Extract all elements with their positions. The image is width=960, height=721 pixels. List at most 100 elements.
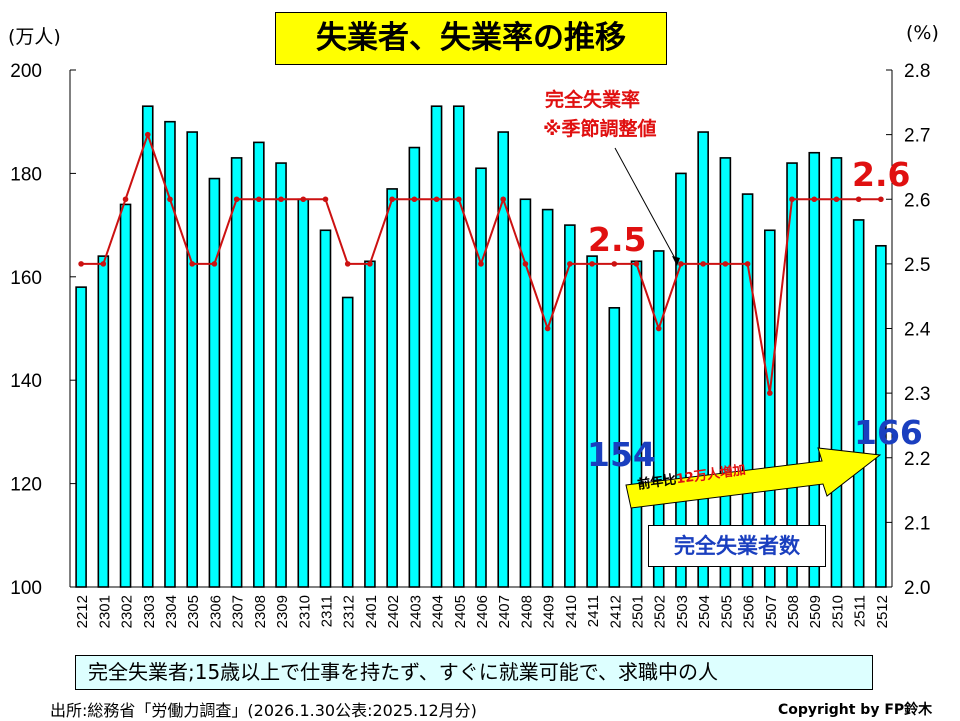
bar-2303 bbox=[141, 105, 154, 588]
right-tick-label: 2.1 bbox=[904, 513, 930, 534]
bar-2310 bbox=[297, 198, 310, 588]
bar-2212 bbox=[75, 286, 87, 588]
x-tick-label: 2512 bbox=[874, 595, 891, 628]
x-tick-label: 2506 bbox=[741, 595, 758, 628]
callout-rate-latest: 2.6 bbox=[852, 155, 911, 194]
rate-point-2306 bbox=[211, 261, 218, 267]
left-tick-label: 120 bbox=[10, 475, 42, 496]
bar-2409 bbox=[541, 208, 554, 588]
x-tick-label: 2411 bbox=[585, 595, 602, 627]
rate-point-2212 bbox=[78, 261, 84, 267]
x-tick-label: 2509 bbox=[807, 595, 824, 628]
bar-2302 bbox=[119, 203, 132, 588]
callout-count-latest: 166 bbox=[854, 413, 923, 452]
x-tick-label: 2312 bbox=[341, 595, 358, 628]
bar-2510 bbox=[830, 157, 843, 588]
bar-2511 bbox=[852, 219, 865, 588]
x-tick-label: 2403 bbox=[407, 595, 424, 628]
rate-point-2402 bbox=[389, 196, 395, 203]
bar-2403 bbox=[408, 146, 421, 588]
right-axis-unit: (%) bbox=[906, 22, 939, 44]
x-tick-label: 2311 bbox=[318, 595, 335, 627]
rate-point-2410 bbox=[567, 261, 573, 267]
x-tick-label: 2305 bbox=[185, 595, 202, 628]
x-tick-label: 2212 bbox=[74, 595, 91, 628]
annotation-pointer-head bbox=[672, 256, 680, 266]
rate-point-2507 bbox=[767, 390, 773, 396]
rate-point-2406 bbox=[478, 261, 484, 267]
bar-2305 bbox=[186, 131, 198, 588]
rate-point-2304 bbox=[167, 196, 173, 203]
rate-point-2504 bbox=[700, 261, 706, 267]
x-tick-label: 2408 bbox=[518, 595, 535, 628]
x-tick-label: 2503 bbox=[674, 595, 691, 628]
bar-2401 bbox=[364, 260, 376, 588]
bar-2301 bbox=[97, 255, 110, 588]
rate-point-2310 bbox=[300, 196, 307, 203]
x-tick-label: 2409 bbox=[541, 595, 558, 628]
x-tick-label: 2406 bbox=[474, 595, 491, 628]
x-tick-label: 2301 bbox=[96, 595, 113, 628]
rate-point-2311 bbox=[322, 196, 329, 203]
x-tick-label: 2402 bbox=[385, 595, 402, 628]
copyright-text: Copyright by FP鈴木 bbox=[778, 702, 933, 718]
bar-2404 bbox=[430, 105, 443, 588]
x-tick-label: 2303 bbox=[141, 595, 158, 628]
left-tick-label: 200 bbox=[10, 61, 42, 82]
series-label-box: 完全失業者数 bbox=[648, 525, 826, 567]
right-tick-label: 2.5 bbox=[904, 255, 930, 276]
rate-point-2508 bbox=[789, 196, 795, 203]
bar-2408 bbox=[519, 198, 532, 588]
x-tick-label: 2306 bbox=[207, 595, 224, 628]
bar-2308 bbox=[253, 141, 265, 588]
x-tick-label: 2307 bbox=[230, 595, 247, 628]
bar-2410 bbox=[564, 224, 576, 588]
rate-annotation-line2: ※季節調整値 bbox=[543, 118, 657, 140]
rate-point-2301 bbox=[100, 261, 107, 267]
callout-rate-low: 2.5 bbox=[588, 220, 647, 259]
rate-point-2512 bbox=[878, 196, 884, 203]
x-tick-label: 2507 bbox=[763, 595, 780, 628]
callout-count-low: 154 bbox=[587, 435, 656, 474]
bar-2311 bbox=[319, 229, 332, 588]
bar-2306 bbox=[208, 177, 221, 588]
x-tick-label: 2310 bbox=[296, 595, 313, 628]
bar-2509 bbox=[808, 151, 821, 588]
bar-2405 bbox=[452, 105, 465, 588]
right-tick-label: 2.2 bbox=[904, 449, 930, 470]
rate-point-2510 bbox=[833, 196, 840, 203]
x-tick-label: 2405 bbox=[452, 595, 469, 628]
left-tick-label: 180 bbox=[10, 164, 42, 185]
rate-point-2511 bbox=[855, 196, 862, 203]
rate-point-2302 bbox=[122, 196, 129, 203]
chart-title: 失業者、失業率の推移 bbox=[275, 12, 667, 65]
rate-point-2506 bbox=[744, 261, 751, 267]
x-tick-label: 2412 bbox=[607, 595, 624, 628]
bar-2504 bbox=[697, 131, 709, 588]
left-tick-label: 140 bbox=[10, 371, 42, 392]
rate-point-2407 bbox=[500, 196, 507, 203]
rate-point-2412 bbox=[611, 261, 618, 267]
right-tick-label: 2.7 bbox=[904, 126, 930, 147]
left-tick-label: 100 bbox=[10, 578, 42, 599]
x-tick-label: 2404 bbox=[430, 595, 447, 628]
rate-point-2509 bbox=[811, 196, 818, 203]
rate-point-2305 bbox=[189, 261, 195, 267]
rate-point-2503 bbox=[678, 261, 684, 267]
x-tick-label: 2407 bbox=[496, 595, 513, 628]
rate-point-2408 bbox=[522, 261, 529, 267]
x-tick-label: 2505 bbox=[718, 595, 735, 628]
source-text: 出所:総務省「労働力調査」(2026.1.30公表:2025.12月分) bbox=[50, 701, 477, 720]
right-tick-label: 2.4 bbox=[904, 320, 931, 341]
rate-point-2307 bbox=[233, 196, 240, 203]
bar-2505 bbox=[719, 157, 732, 588]
right-tick-label: 2.8 bbox=[904, 61, 930, 82]
x-tick-label: 2304 bbox=[163, 595, 180, 628]
rate-point-2309 bbox=[278, 196, 284, 203]
left-tick-label: 160 bbox=[10, 268, 42, 289]
bar-2309 bbox=[275, 162, 287, 588]
left-axis-unit: (万人) bbox=[8, 26, 61, 48]
rate-annotation: 完全失業率 ※季節調整値 bbox=[543, 86, 656, 144]
x-tick-label: 2501 bbox=[630, 595, 647, 628]
right-tick-label: 2.0 bbox=[904, 578, 930, 599]
